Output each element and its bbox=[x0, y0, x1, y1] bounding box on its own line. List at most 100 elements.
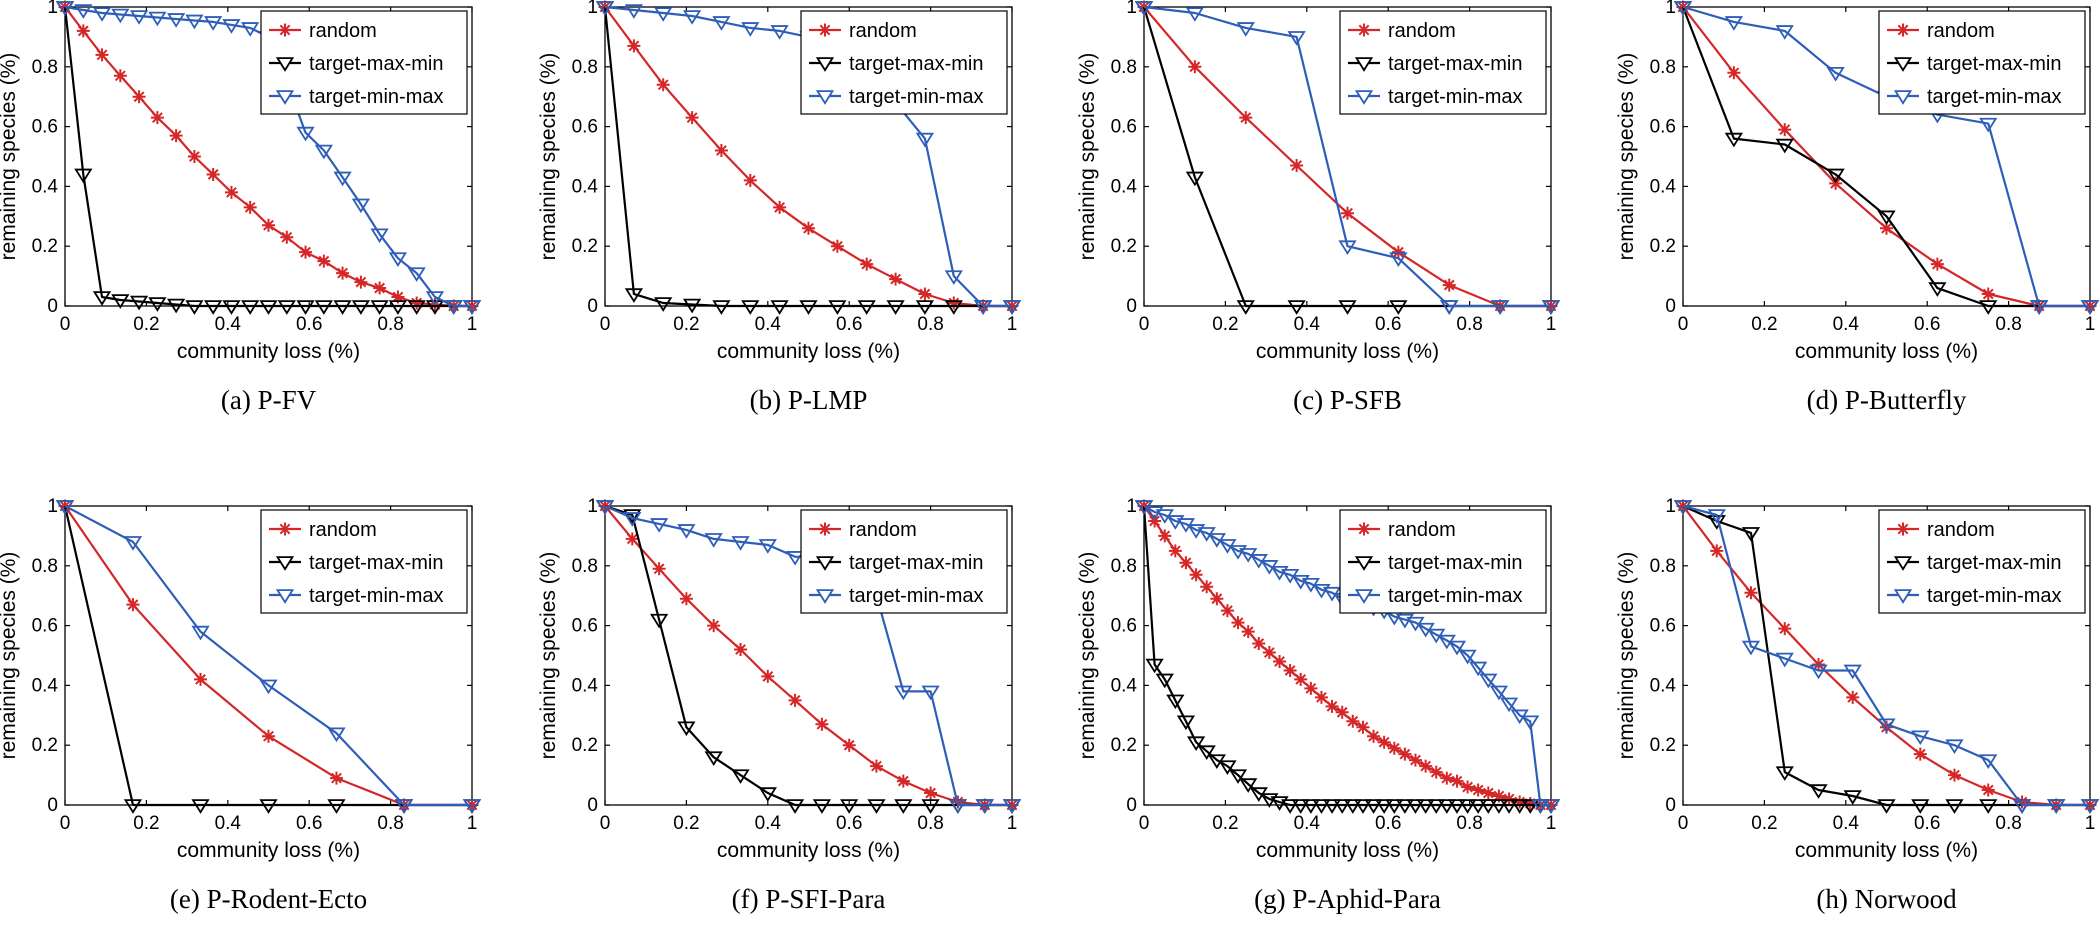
legend-label-target-min-max: target-min-max bbox=[849, 86, 983, 108]
series-random-point bbox=[1880, 720, 1893, 734]
x-axis-label: community loss (%) bbox=[177, 340, 360, 363]
series-random-point bbox=[830, 239, 844, 253]
x-tick-label: 1 bbox=[2085, 813, 2096, 834]
series-target-max-min-line bbox=[604, 504, 1012, 807]
y-tick-label: 0.8 bbox=[1650, 57, 1676, 78]
series-random-point bbox=[707, 619, 721, 633]
series-random-point bbox=[1273, 654, 1287, 668]
series-target-min-max-point bbox=[654, 7, 673, 22]
series-target-max-min-point bbox=[1333, 799, 1352, 814]
y-tick-label: 0.6 bbox=[572, 117, 598, 138]
legend: random target-max-min target-min-max bbox=[800, 509, 1008, 614]
y-tick-label: 0.8 bbox=[572, 556, 598, 577]
y-tick-label: 1 bbox=[587, 496, 598, 517]
panel-f-p-sfi-para: 0 0.2 0.4 0.6 0.8 1 0 0.2 0.4 0.6 0.8 1 community lo… bbox=[537, 496, 1022, 914]
series-target-max-min-point bbox=[1877, 799, 1896, 814]
series-random-point bbox=[1189, 568, 1203, 582]
x-tick-label: 0 bbox=[1139, 813, 1150, 834]
series-random-line bbox=[604, 505, 1012, 807]
series-random-point bbox=[627, 39, 641, 53]
series-target-max-min-point bbox=[277, 300, 296, 315]
series-random-point bbox=[1502, 792, 1516, 806]
legend-marker-random bbox=[278, 522, 292, 536]
y-tick-label: 0 bbox=[1665, 795, 1676, 816]
legend-label-random: random bbox=[1388, 20, 1456, 42]
series-target-max-min-point bbox=[1877, 210, 1896, 226]
series-target-max-min-point bbox=[1155, 673, 1174, 689]
legend-marker-target-max-min bbox=[1354, 57, 1374, 72]
legend-marker-target-min-max bbox=[275, 90, 295, 105]
series-target-max-min-point bbox=[1489, 799, 1509, 814]
panel-e-p-rodent-ecto: 0 0.2 0.4 0.6 0.8 1 0 0.2 0.4 0.6 0.8 1 community lo… bbox=[0, 496, 482, 914]
legend-label-random: random bbox=[309, 519, 377, 541]
series-target-min-max-point bbox=[623, 512, 642, 527]
x-tick-label: 0 bbox=[600, 813, 611, 834]
series-target-min-max bbox=[1134, 1, 1561, 315]
series-random-point bbox=[1440, 771, 1454, 785]
series-random-point bbox=[113, 69, 127, 83]
series-random-point bbox=[336, 266, 350, 280]
y-tick-label: 0 bbox=[47, 795, 58, 816]
x-axis-label: community loss (%) bbox=[177, 839, 360, 862]
legend-label-random: random bbox=[1927, 519, 1995, 541]
series-target-min-max-point bbox=[704, 533, 723, 548]
series-random-point bbox=[373, 281, 387, 295]
y-tick-label: 0.2 bbox=[1650, 236, 1676, 257]
series-target-max-min-point bbox=[204, 300, 223, 315]
series-target-min-max-point bbox=[1673, 500, 1693, 515]
series-target-max-min-point bbox=[1911, 799, 1930, 814]
y-axis-label: remaining species (%) bbox=[1076, 53, 1099, 261]
series-target-min-max-point bbox=[650, 518, 669, 533]
y-tick-label: 0.8 bbox=[1111, 57, 1137, 78]
series-target-max-min-point bbox=[1389, 300, 1408, 315]
series-random-point bbox=[95, 48, 109, 62]
legend: random target-max-min target-min-max bbox=[1339, 10, 1547, 115]
y-tick-label: 0.4 bbox=[1111, 176, 1138, 197]
legend-marker-target-max-min bbox=[815, 57, 835, 72]
series-random-point bbox=[842, 738, 856, 752]
series-target-max-min-line bbox=[1681, 6, 2090, 308]
legend-label-target-max-min: target-max-min bbox=[309, 53, 443, 75]
series-target-min-max bbox=[55, 500, 482, 814]
series-target-min-max-point bbox=[1002, 300, 1022, 315]
series-target-min-max-point bbox=[191, 625, 210, 641]
series-random-point bbox=[194, 672, 208, 686]
series-target-max-min-point bbox=[828, 300, 847, 315]
series-random-point bbox=[1341, 206, 1354, 220]
series-random-point bbox=[1408, 753, 1422, 767]
panel-g-p-aphid-para: 0 0.2 0.4 0.6 0.8 1 0 0.2 0.4 0.6 0.8 1 community lo… bbox=[1076, 496, 1561, 914]
legend-label-target-min-max: target-min-max bbox=[1388, 86, 1522, 108]
series-target-min-max-point bbox=[388, 252, 408, 267]
x-tick-label: 0.4 bbox=[1294, 813, 1321, 834]
series-random-point bbox=[1778, 123, 1792, 137]
x-axis-label: community loss (%) bbox=[1795, 340, 1978, 363]
series-target-max-min-point bbox=[1775, 138, 1794, 154]
y-tick-label: 0 bbox=[587, 296, 598, 317]
series-target-max-min-point bbox=[1499, 799, 1519, 814]
series-random-point bbox=[169, 129, 183, 143]
series-target-max-min-point bbox=[111, 294, 130, 309]
series-target-max-min bbox=[1134, 500, 1561, 814]
series-target-min-max-point bbox=[1469, 661, 1488, 677]
series-target-min-max-point bbox=[1134, 1, 1154, 16]
series-target-max-min-point bbox=[799, 300, 818, 315]
series-target-max-min-point bbox=[1447, 799, 1467, 814]
series-target-max-min-point bbox=[1338, 300, 1357, 315]
series-target-max-min-point bbox=[129, 295, 149, 311]
series-random-point bbox=[410, 296, 424, 310]
series-target-max-min-point bbox=[1166, 694, 1185, 710]
series-target-max-min-point bbox=[741, 300, 760, 315]
series-target-max-min-point bbox=[1945, 799, 1964, 814]
x-axis-label: community loss (%) bbox=[1256, 340, 1439, 363]
series-target-min-max-point bbox=[123, 536, 143, 551]
series-random-point bbox=[1290, 158, 1304, 172]
series-random-point bbox=[1356, 720, 1370, 734]
series-target-max-min-point bbox=[370, 300, 389, 315]
series-target-min-max-point bbox=[259, 679, 278, 695]
series-target-max-min-point bbox=[1291, 799, 1310, 814]
legend-label-random: random bbox=[309, 20, 377, 42]
series-random-point bbox=[1168, 544, 1182, 558]
series-target-max-min-point bbox=[785, 799, 805, 814]
legend: random target-max-min target-min-max bbox=[1878, 509, 2086, 614]
y-tick-label: 0 bbox=[47, 296, 58, 317]
